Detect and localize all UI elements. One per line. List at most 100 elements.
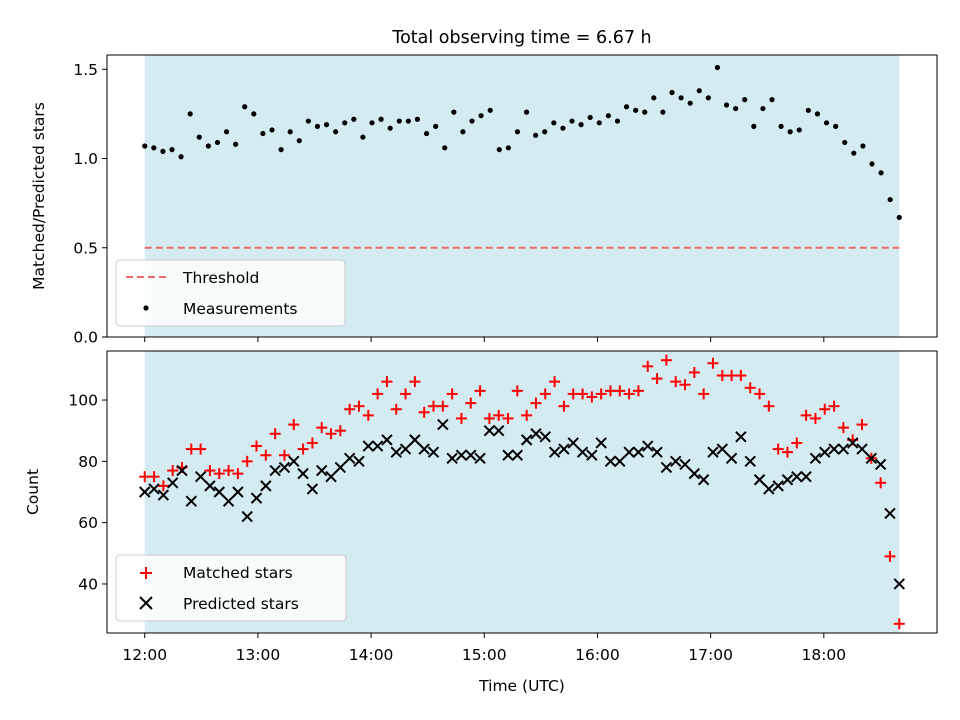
measurement-point <box>669 89 675 96</box>
matched-star-point <box>772 443 784 455</box>
measurement-point <box>414 116 421 122</box>
matched-star-point <box>893 618 905 630</box>
measurement-point <box>496 146 502 153</box>
matched-star-point <box>353 400 365 412</box>
matched-star-point <box>251 440 263 452</box>
measurement-point <box>587 114 593 121</box>
matched-star-point <box>148 471 160 483</box>
measurement-point <box>723 102 730 108</box>
matched-star-point <box>642 360 654 372</box>
matched-star-point <box>837 422 849 434</box>
predicted-star-point <box>539 431 551 443</box>
measurement-point <box>660 109 666 115</box>
matched-star-point <box>744 382 756 394</box>
ratio-y-ticks: 0.0 0.5 1.0 1.5 <box>73 61 107 347</box>
predicted-star-point <box>884 507 896 520</box>
ratio-x-ticks <box>144 337 825 342</box>
matched-star-point <box>465 397 477 409</box>
matched-star-point <box>698 388 710 400</box>
matched-star-point <box>483 412 495 424</box>
predicted-star-point <box>157 489 170 501</box>
predicted-star-point <box>316 464 328 477</box>
legend-measurements-swatch <box>143 305 149 311</box>
matched-star-point <box>549 376 561 388</box>
matched-star-point <box>390 403 402 415</box>
ratio-y-tick-label: 0.5 <box>73 239 98 257</box>
counts-x-tick-label: 14:00 <box>349 646 394 664</box>
predicted-star-point <box>381 434 393 446</box>
predicted-star-point <box>791 470 803 483</box>
matched-star-point <box>455 412 467 424</box>
ratio-legend: Threshold Measurements <box>115 259 346 327</box>
predicted-star-point <box>819 446 831 458</box>
matched-star-point <box>409 376 421 388</box>
predicted-star-point <box>427 446 440 458</box>
measurement-point <box>142 143 148 149</box>
matched-star-point <box>325 428 337 440</box>
predicted-star-point <box>399 443 412 455</box>
matched-star-point <box>185 443 197 455</box>
predicted-star-point <box>530 428 542 440</box>
predicted-star-point <box>250 492 263 504</box>
measurement-point <box>233 141 239 147</box>
matched-star-point <box>297 443 309 455</box>
counts-y-ticks: 40 60 80 100 <box>68 392 107 593</box>
counts-y-tick-label: 40 <box>78 575 98 593</box>
measurement-point <box>569 118 575 124</box>
measurement-point <box>514 129 521 135</box>
counts-x-tick-label: 15:00 <box>462 646 507 664</box>
predicted-star-point <box>520 434 533 446</box>
measurement-point <box>251 111 257 117</box>
predicted-star-point <box>735 431 747 443</box>
predicted-star-point <box>614 455 626 468</box>
matched-star-point <box>754 388 766 400</box>
measurement-point <box>605 113 611 119</box>
measurement-point <box>696 88 702 94</box>
matched-star-point <box>623 388 635 400</box>
predicted-star-point <box>725 452 738 464</box>
predicted-star-point <box>446 452 458 464</box>
measurement-point <box>451 109 457 115</box>
predicted-star-point <box>362 440 375 452</box>
measurement-point <box>469 118 475 124</box>
predicted-star-point <box>232 486 244 498</box>
predicted-star-point <box>623 446 635 458</box>
predicted-star-point <box>139 486 151 498</box>
ratio-legend-box <box>115 259 346 327</box>
matched-star-point <box>232 468 244 480</box>
matched-star-point <box>726 370 738 382</box>
matched-star-point <box>223 465 235 477</box>
matched-star-point <box>195 443 207 455</box>
predicted-star-point <box>241 510 253 523</box>
matched-star-point <box>884 550 896 562</box>
matched-star-point <box>791 437 803 449</box>
matched-star-point <box>381 376 393 388</box>
matched-star-point <box>577 388 589 400</box>
predicted-star-point <box>781 474 794 486</box>
measurement-point <box>560 125 566 131</box>
ratio-y-tick-label: 0.0 <box>73 329 98 347</box>
counts-y-tick-label: 80 <box>78 453 98 471</box>
measurement-point <box>405 118 411 124</box>
matched-star-point <box>372 388 384 400</box>
measurement-point <box>196 134 202 140</box>
matched-star-point <box>288 419 300 431</box>
matched-star-point <box>521 409 533 421</box>
predicted-star-point <box>502 449 514 461</box>
predicted-star-point <box>874 458 887 471</box>
predicted-star-point <box>493 424 505 437</box>
predicted-star-point <box>334 461 347 474</box>
measurements-points <box>142 64 902 221</box>
predicted-star-point <box>176 464 188 477</box>
measurement-point <box>278 146 284 153</box>
predicted-star-point <box>409 434 421 446</box>
measurement-point <box>533 132 539 138</box>
predicted-star-point <box>688 467 701 480</box>
legend-threshold-label: Threshold <box>182 269 259 287</box>
measurement-point <box>796 127 802 133</box>
matched-star-point <box>809 412 821 424</box>
measurement-point <box>169 146 175 153</box>
ratio-y-tick-label: 1.5 <box>73 61 98 79</box>
matched-star-point <box>306 437 318 449</box>
